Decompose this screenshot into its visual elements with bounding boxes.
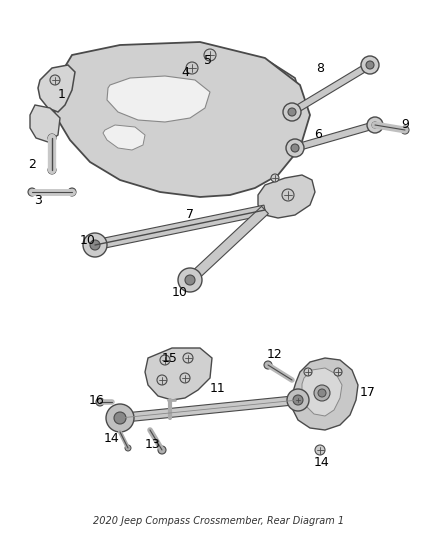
Circle shape <box>50 75 60 85</box>
Circle shape <box>271 174 279 182</box>
Polygon shape <box>290 62 372 115</box>
Circle shape <box>295 397 301 403</box>
Polygon shape <box>120 395 298 423</box>
Text: 2020 Jeep Compass Crossmember, Rear Diagram 1: 2020 Jeep Compass Crossmember, Rear Diag… <box>93 516 345 526</box>
Circle shape <box>372 122 378 128</box>
Circle shape <box>288 108 296 116</box>
Text: 14: 14 <box>104 432 120 445</box>
Circle shape <box>106 404 134 432</box>
Circle shape <box>180 373 190 383</box>
Text: 17: 17 <box>360 386 376 400</box>
Circle shape <box>160 355 170 365</box>
Text: 3: 3 <box>34 193 42 206</box>
Polygon shape <box>103 125 145 150</box>
Circle shape <box>28 188 36 196</box>
Polygon shape <box>258 175 315 218</box>
Polygon shape <box>302 368 342 416</box>
Polygon shape <box>294 122 376 151</box>
Circle shape <box>125 445 131 451</box>
Polygon shape <box>68 48 302 132</box>
Text: 13: 13 <box>145 439 161 451</box>
Text: 15: 15 <box>162 351 178 365</box>
Circle shape <box>366 61 374 69</box>
Circle shape <box>178 268 202 292</box>
Circle shape <box>48 166 56 174</box>
Circle shape <box>157 375 167 385</box>
Text: 2: 2 <box>28 158 36 172</box>
Circle shape <box>293 395 303 405</box>
Text: 9: 9 <box>401 118 409 132</box>
Circle shape <box>401 126 409 134</box>
Text: 11: 11 <box>210 382 226 394</box>
Polygon shape <box>30 105 60 142</box>
Polygon shape <box>187 206 268 284</box>
Text: 14: 14 <box>314 456 330 469</box>
Text: 12: 12 <box>267 349 283 361</box>
Circle shape <box>286 139 304 157</box>
Circle shape <box>315 445 325 455</box>
Circle shape <box>283 103 301 121</box>
Text: 8: 8 <box>316 61 324 75</box>
Text: 5: 5 <box>204 53 212 67</box>
Text: 10: 10 <box>80 233 96 246</box>
Polygon shape <box>107 76 210 122</box>
Circle shape <box>367 117 383 133</box>
Text: 7: 7 <box>186 208 194 222</box>
Text: 16: 16 <box>89 393 105 407</box>
Circle shape <box>68 188 76 196</box>
Circle shape <box>291 144 299 152</box>
Circle shape <box>334 368 342 376</box>
Circle shape <box>264 361 272 369</box>
Circle shape <box>96 398 104 406</box>
Polygon shape <box>292 358 358 430</box>
Circle shape <box>185 275 195 285</box>
Circle shape <box>186 62 198 74</box>
Text: 4: 4 <box>181 66 189 78</box>
Circle shape <box>314 385 330 401</box>
Circle shape <box>282 189 294 201</box>
Text: 6: 6 <box>314 128 322 141</box>
Circle shape <box>83 233 107 257</box>
Polygon shape <box>94 205 266 250</box>
Polygon shape <box>38 65 75 112</box>
Polygon shape <box>52 42 310 197</box>
Text: 10: 10 <box>172 287 188 300</box>
Circle shape <box>361 56 379 74</box>
Text: 1: 1 <box>58 88 66 101</box>
Circle shape <box>318 389 326 397</box>
Circle shape <box>114 412 126 424</box>
Circle shape <box>158 446 166 454</box>
Polygon shape <box>145 348 212 400</box>
Circle shape <box>204 49 216 61</box>
Circle shape <box>183 353 193 363</box>
Circle shape <box>90 240 100 250</box>
Circle shape <box>48 134 56 142</box>
Circle shape <box>287 389 309 411</box>
Circle shape <box>304 368 312 376</box>
